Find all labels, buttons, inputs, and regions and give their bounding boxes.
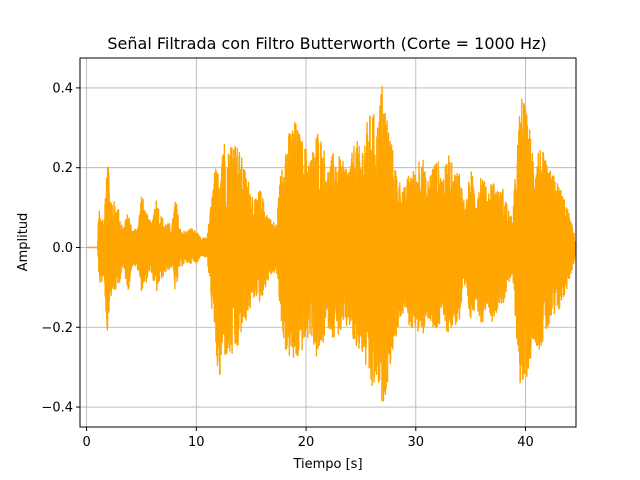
x-axis-ticks: 0 10 20 30 40 [82,427,534,450]
axes-frame [79,57,577,428]
y-tick-label: 0.4 [52,81,73,96]
plot-area [86,85,577,402]
y-tick-label: 0.2 [52,161,73,176]
x-tick-label: 0 [82,435,90,450]
x-tick-label: 20 [298,435,315,450]
x-tick-label: 40 [517,435,534,450]
y-tick-label: −0.2 [41,321,73,336]
y-axis-ticks: −0.4 −0.2 0.0 0.2 0.4 [41,81,80,416]
x-tick-label: 10 [188,435,205,450]
y-tick-label: 0.0 [52,241,73,256]
signal-line [86,85,577,402]
x-tick-label: 30 [408,435,425,450]
y-tick-label: −0.4 [41,401,73,416]
y-axis-label: Amplitud [16,213,31,272]
x-axis-label: Tiempo [s] [292,457,362,472]
chart-title: Señal Filtrada con Filtro Butterworth (C… [107,34,546,53]
